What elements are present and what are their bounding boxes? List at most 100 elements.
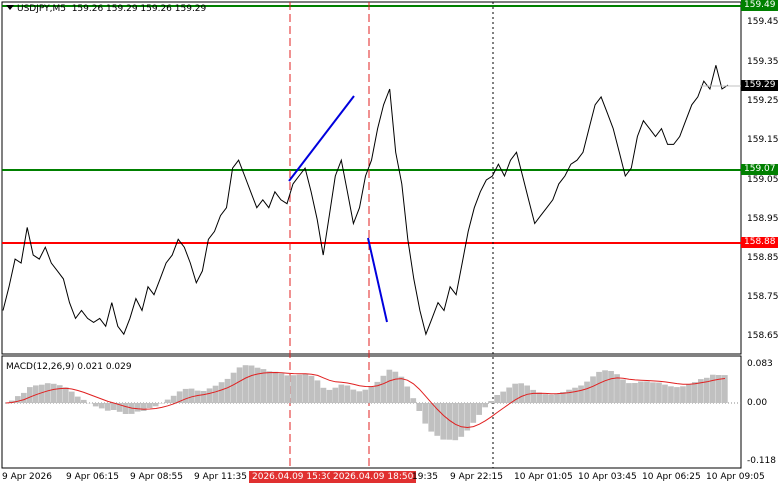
macd-bar bbox=[140, 403, 147, 411]
trend-line-up[interactable] bbox=[288, 95, 355, 182]
macd-bar bbox=[422, 403, 429, 424]
macd-bar bbox=[614, 374, 620, 403]
chart-header: USDJPY,M5 159.26 159.29 159.26 159.29 bbox=[6, 4, 206, 14]
macd-bar bbox=[368, 387, 375, 403]
macd-bar bbox=[404, 386, 411, 403]
macd-bar bbox=[266, 371, 273, 403]
macd-bar bbox=[428, 403, 435, 432]
macd-bar bbox=[56, 385, 63, 403]
macd-bar bbox=[104, 403, 111, 411]
macd-bar bbox=[452, 403, 459, 441]
time-label: 10 Apr 03:45 bbox=[578, 472, 637, 482]
time-label: 10 Apr 06:25 bbox=[642, 472, 701, 482]
macd-bar bbox=[302, 373, 309, 403]
price-tick: 158.65 bbox=[747, 331, 779, 341]
macd-bar bbox=[170, 395, 177, 403]
macd-bar bbox=[626, 383, 632, 403]
macd-bar bbox=[218, 382, 225, 403]
time-label: 9 Apr 22:15 bbox=[450, 472, 503, 482]
macd-bar bbox=[338, 384, 345, 403]
macd-bar bbox=[152, 403, 159, 407]
macd-bar bbox=[188, 388, 195, 403]
macd-bar bbox=[182, 388, 189, 403]
macd-bar bbox=[350, 389, 357, 403]
macd-bar bbox=[110, 403, 117, 410]
macd-bar bbox=[434, 403, 441, 436]
macd-bar bbox=[674, 387, 680, 403]
macd-bar bbox=[320, 387, 327, 403]
macd-bar bbox=[536, 392, 542, 403]
macd-tick: 0.083 bbox=[747, 359, 773, 369]
price-tick: 159.45 bbox=[747, 17, 779, 27]
time-label-highlight: 2026.04.09 15:30 bbox=[249, 471, 336, 483]
macd-bar bbox=[356, 391, 363, 403]
macd-bar bbox=[308, 375, 315, 403]
macd-bar bbox=[560, 392, 566, 403]
macd-bar bbox=[686, 384, 692, 403]
macd-bar bbox=[548, 394, 554, 403]
macd-bar bbox=[482, 403, 488, 408]
macd-label: MACD(12,26,9) 0.021 0.029 bbox=[6, 362, 132, 372]
macd-bar bbox=[33, 385, 39, 403]
macd-bar bbox=[692, 382, 698, 403]
macd-bar bbox=[608, 371, 614, 403]
macd-bar bbox=[554, 393, 560, 403]
macd-bar bbox=[716, 375, 722, 403]
macd-bar bbox=[386, 369, 393, 403]
macd-bar bbox=[398, 376, 405, 403]
time-label: 10 Apr 09:05 bbox=[706, 472, 765, 482]
time-label: 9 Apr 08:55 bbox=[130, 472, 183, 482]
time-label-highlight: 2026.04.09 18:50 bbox=[330, 471, 417, 483]
macd-bar bbox=[698, 379, 704, 403]
macd-bar bbox=[278, 373, 285, 403]
macd-bar bbox=[254, 367, 261, 403]
macd-bar bbox=[296, 374, 303, 403]
macd-bar bbox=[566, 389, 572, 403]
macd-bar bbox=[530, 389, 536, 403]
macd-bar bbox=[662, 384, 668, 403]
dropdown-triangle-icon[interactable] bbox=[6, 5, 14, 10]
macd-bar bbox=[68, 391, 75, 403]
price-tick: 159.05 bbox=[747, 175, 779, 185]
macd-bar bbox=[722, 375, 728, 403]
macd-bar bbox=[590, 376, 596, 403]
macd-bar bbox=[122, 403, 129, 414]
macd-bar bbox=[446, 403, 453, 440]
macd-bar bbox=[644, 381, 650, 403]
time-label: 19:35 bbox=[412, 472, 438, 482]
macd-bar bbox=[212, 385, 219, 403]
macd-bar bbox=[272, 371, 279, 403]
time-label: 9 Apr 11:35 bbox=[194, 472, 247, 482]
trend-line-down[interactable] bbox=[367, 237, 388, 323]
macd-bar bbox=[200, 391, 207, 403]
macd-bar bbox=[632, 383, 638, 403]
macd-bar bbox=[416, 403, 423, 411]
macd-bar bbox=[242, 365, 249, 403]
macd-bar bbox=[500, 391, 506, 403]
macd-bar bbox=[50, 383, 57, 403]
macd-bar bbox=[134, 403, 141, 412]
macd-bar bbox=[668, 386, 674, 403]
macd-bar bbox=[44, 383, 51, 403]
macd-bar bbox=[176, 391, 183, 403]
macd-bar bbox=[194, 390, 201, 403]
macd-bar bbox=[332, 387, 339, 403]
macd-bar bbox=[116, 403, 123, 412]
macd-bar bbox=[506, 387, 512, 403]
macd-bar bbox=[572, 387, 578, 403]
price-tick: 158.95 bbox=[747, 214, 779, 224]
macd-bar bbox=[362, 389, 369, 403]
macd-bar bbox=[374, 381, 381, 403]
macd-bar bbox=[410, 398, 417, 403]
price-panel-frame bbox=[1, 1, 742, 355]
macd-bar bbox=[164, 399, 171, 403]
macd-bar bbox=[248, 365, 255, 403]
macd-bar bbox=[578, 385, 584, 403]
macd-bar bbox=[704, 377, 710, 403]
macd-bar bbox=[74, 396, 81, 403]
macd-bar bbox=[638, 381, 644, 403]
macd-tick: 0.00 bbox=[747, 398, 768, 408]
macd-bar bbox=[620, 379, 626, 403]
macd-bar bbox=[15, 396, 21, 403]
